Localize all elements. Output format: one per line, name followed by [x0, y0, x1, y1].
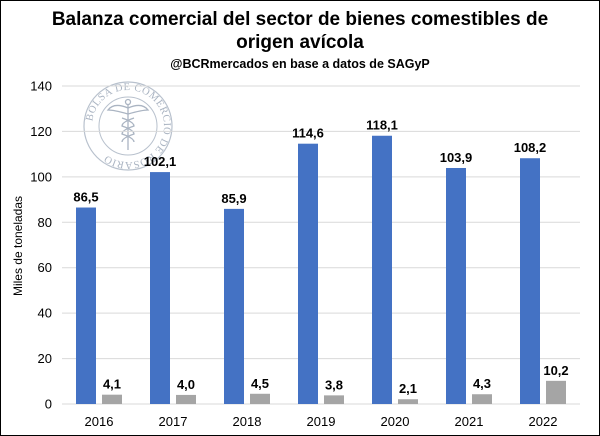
data-label-series-2-2022: 10,2	[543, 363, 568, 378]
x-tick-label: 2020	[381, 414, 410, 429]
caduceus-icon	[106, 98, 150, 150]
y-tick-label: 80	[38, 215, 52, 230]
x-axis-ticks: 2016 2017 2018 2019 2020 2021 2022	[85, 414, 558, 429]
bar-series-1-2021	[446, 167, 466, 404]
gridlines	[62, 85, 580, 405]
data-label-series-1-2018: 85,9	[221, 191, 246, 206]
bar-series-2-2020	[398, 399, 418, 404]
bar-series-1-2019	[298, 143, 318, 405]
y-tick-label: 120	[30, 124, 52, 139]
bar-series-2-2019	[324, 395, 344, 404]
x-tick-label: 2021	[455, 414, 484, 429]
y-tick-label: 100	[30, 169, 52, 184]
bar-series-1-2016	[76, 207, 96, 404]
bar-series-1-2018	[224, 208, 244, 404]
x-tick-label: 2016	[85, 414, 114, 429]
y-tick-label: 0	[45, 397, 52, 412]
y-axis-label: Miles de toneladas	[11, 196, 25, 296]
bar-series-2-2018	[250, 393, 270, 404]
y-tick-label: 140	[30, 79, 52, 94]
y-tick-label: 60	[38, 260, 52, 275]
bars	[76, 135, 566, 405]
data-label-series-2-2018: 4,5	[251, 376, 269, 391]
bar-series-2-2021	[472, 394, 492, 404]
data-label-series-2-2017: 4,0	[177, 377, 195, 392]
data-labels: 86,5 4,1 102,1 4,0 85,9 4,5 114,6 3,8 118,1 2,1 10…	[73, 118, 568, 396]
bar-series-2-2017	[176, 394, 196, 404]
chart-subtitle: @BCRmercados en base a datos de SAGyP	[170, 57, 430, 71]
bar-series-1-2017	[150, 172, 170, 404]
data-label-series-1-2020: 118,1	[366, 118, 398, 133]
bar-series-1-2022	[520, 158, 540, 404]
x-tick-label: 2019	[307, 414, 336, 429]
data-label-series-2-2020: 2,1	[399, 381, 417, 396]
y-tick-label: 20	[38, 351, 52, 366]
data-label-series-1-2017: 102,1	[144, 154, 177, 169]
data-label-series-2-2021: 4,3	[473, 376, 491, 391]
data-label-series-1-2016: 86,5	[73, 190, 98, 205]
bar-series-2-2022	[546, 380, 566, 404]
data-label-series-2-2019: 3,8	[325, 377, 343, 392]
data-label-series-1-2019: 114,6	[292, 126, 324, 141]
x-tick-label: 2018	[233, 414, 262, 429]
data-label-series-1-2022: 108,2	[514, 140, 547, 155]
bar-series-1-2020	[372, 135, 392, 404]
bar-series-2-2016	[102, 394, 122, 404]
data-label-series-1-2021: 103,9	[440, 150, 473, 165]
data-label-series-2-2016: 4,1	[103, 377, 121, 392]
x-tick-label: 2022	[529, 414, 558, 429]
x-tick-label: 2017	[159, 414, 188, 429]
chart-title: Balanza comercial del sector de bienes c…	[51, 9, 549, 53]
y-axis-ticks: 0 20 40 60 80 100 120 140	[30, 79, 52, 412]
y-tick-label: 40	[38, 306, 52, 321]
